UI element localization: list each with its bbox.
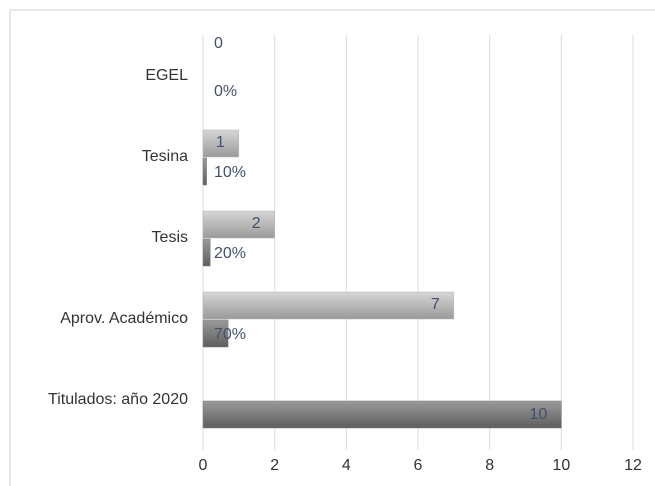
bar <box>202 319 229 348</box>
bar <box>202 210 275 239</box>
bar <box>202 129 240 158</box>
data-label: 0% <box>214 83 237 100</box>
y-tick-label: Tesis <box>152 229 188 246</box>
bar <box>202 157 207 186</box>
data-label: 1 <box>216 134 225 151</box>
x-tick-label: 4 <box>342 457 351 474</box>
data-label: 70% <box>214 326 246 343</box>
x-tick-label: 10 <box>552 457 570 474</box>
y-tick-label: Aprov. Académico <box>60 310 188 327</box>
x-tick-label: 8 <box>485 457 494 474</box>
bar <box>202 238 211 267</box>
y-tick-label: EGEL <box>145 67 188 84</box>
y-tick-label: Tesina <box>142 148 188 165</box>
frame <box>9 9 655 486</box>
data-label: 7 <box>431 296 440 313</box>
data-label: 20% <box>214 245 246 262</box>
bar <box>202 291 455 320</box>
y-tick-label: Titulados: año 2020 <box>48 391 188 408</box>
x-tick-label: 6 <box>414 457 423 474</box>
x-tick-label: 12 <box>624 457 642 474</box>
bar <box>202 400 562 429</box>
x-tick-label: 2 <box>270 457 279 474</box>
x-tick-label: 0 <box>199 457 208 474</box>
data-label: 10 <box>530 406 548 423</box>
data-label: 10% <box>214 164 246 181</box>
data-label: 2 <box>252 215 261 232</box>
data-label: 0 <box>214 35 223 52</box>
